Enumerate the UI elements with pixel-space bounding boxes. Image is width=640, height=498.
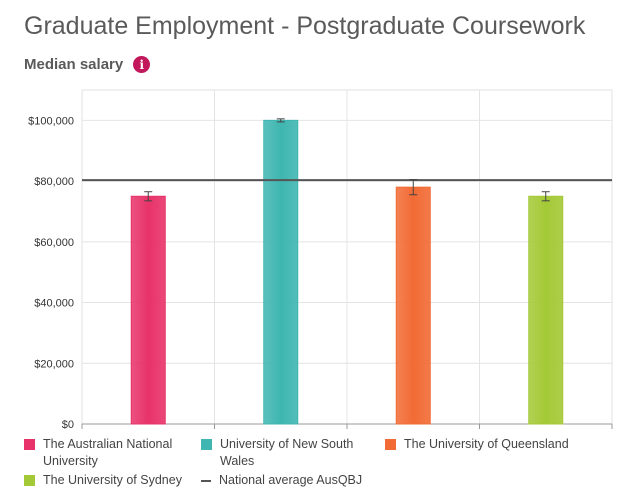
legend-item-uq[interactable]: The University of Queensland (385, 436, 615, 470)
info-icon[interactable]: i (133, 56, 151, 73)
legend-label: University of New South Wales (220, 437, 354, 468)
bar-unsw (263, 119, 299, 425)
legend-label: National average AusQBJ (219, 473, 363, 487)
salary-bar-chart: $0 $20,000 $40,000 $60,000 $80,000 $100,000 (28, 89, 613, 431)
y-tick-label: $100,000 (28, 115, 74, 127)
legend-swatch (24, 439, 35, 450)
subtitle-row: Median salary i (24, 56, 151, 73)
y-tick-label: $40,000 (34, 298, 74, 310)
bar-uq (395, 186, 431, 425)
bar-anu (130, 195, 166, 425)
y-tick-label: $80,000 (34, 176, 74, 188)
legend-item-national-average[interactable]: National average AusQBJ (201, 472, 377, 489)
legend-swatch (385, 439, 396, 450)
legend-item-unsw[interactable]: University of New South Wales (201, 436, 377, 470)
legend-label: The University of Queensland (404, 437, 569, 451)
legend-label: The University of Sydney (43, 473, 182, 487)
legend-item-usyd[interactable]: The University of Sydney (24, 472, 193, 489)
legend-item-anu[interactable]: The Australian National University (24, 436, 193, 470)
chart-legend: The Australian National University Unive… (24, 436, 624, 491)
y-tick-label: $0 (62, 419, 74, 431)
legend-swatch (201, 439, 212, 450)
chart-subtitle: Median salary (24, 56, 124, 73)
legend-swatch (24, 475, 35, 486)
legend-line-swatch (201, 480, 211, 482)
legend-label: The Australian National University (43, 437, 173, 468)
y-tick-label: $60,000 (34, 237, 74, 249)
bar-usyd (528, 195, 564, 425)
page-title: Graduate Employment - Postgraduate Cours… (24, 12, 586, 40)
y-tick-label: $20,000 (34, 358, 74, 370)
